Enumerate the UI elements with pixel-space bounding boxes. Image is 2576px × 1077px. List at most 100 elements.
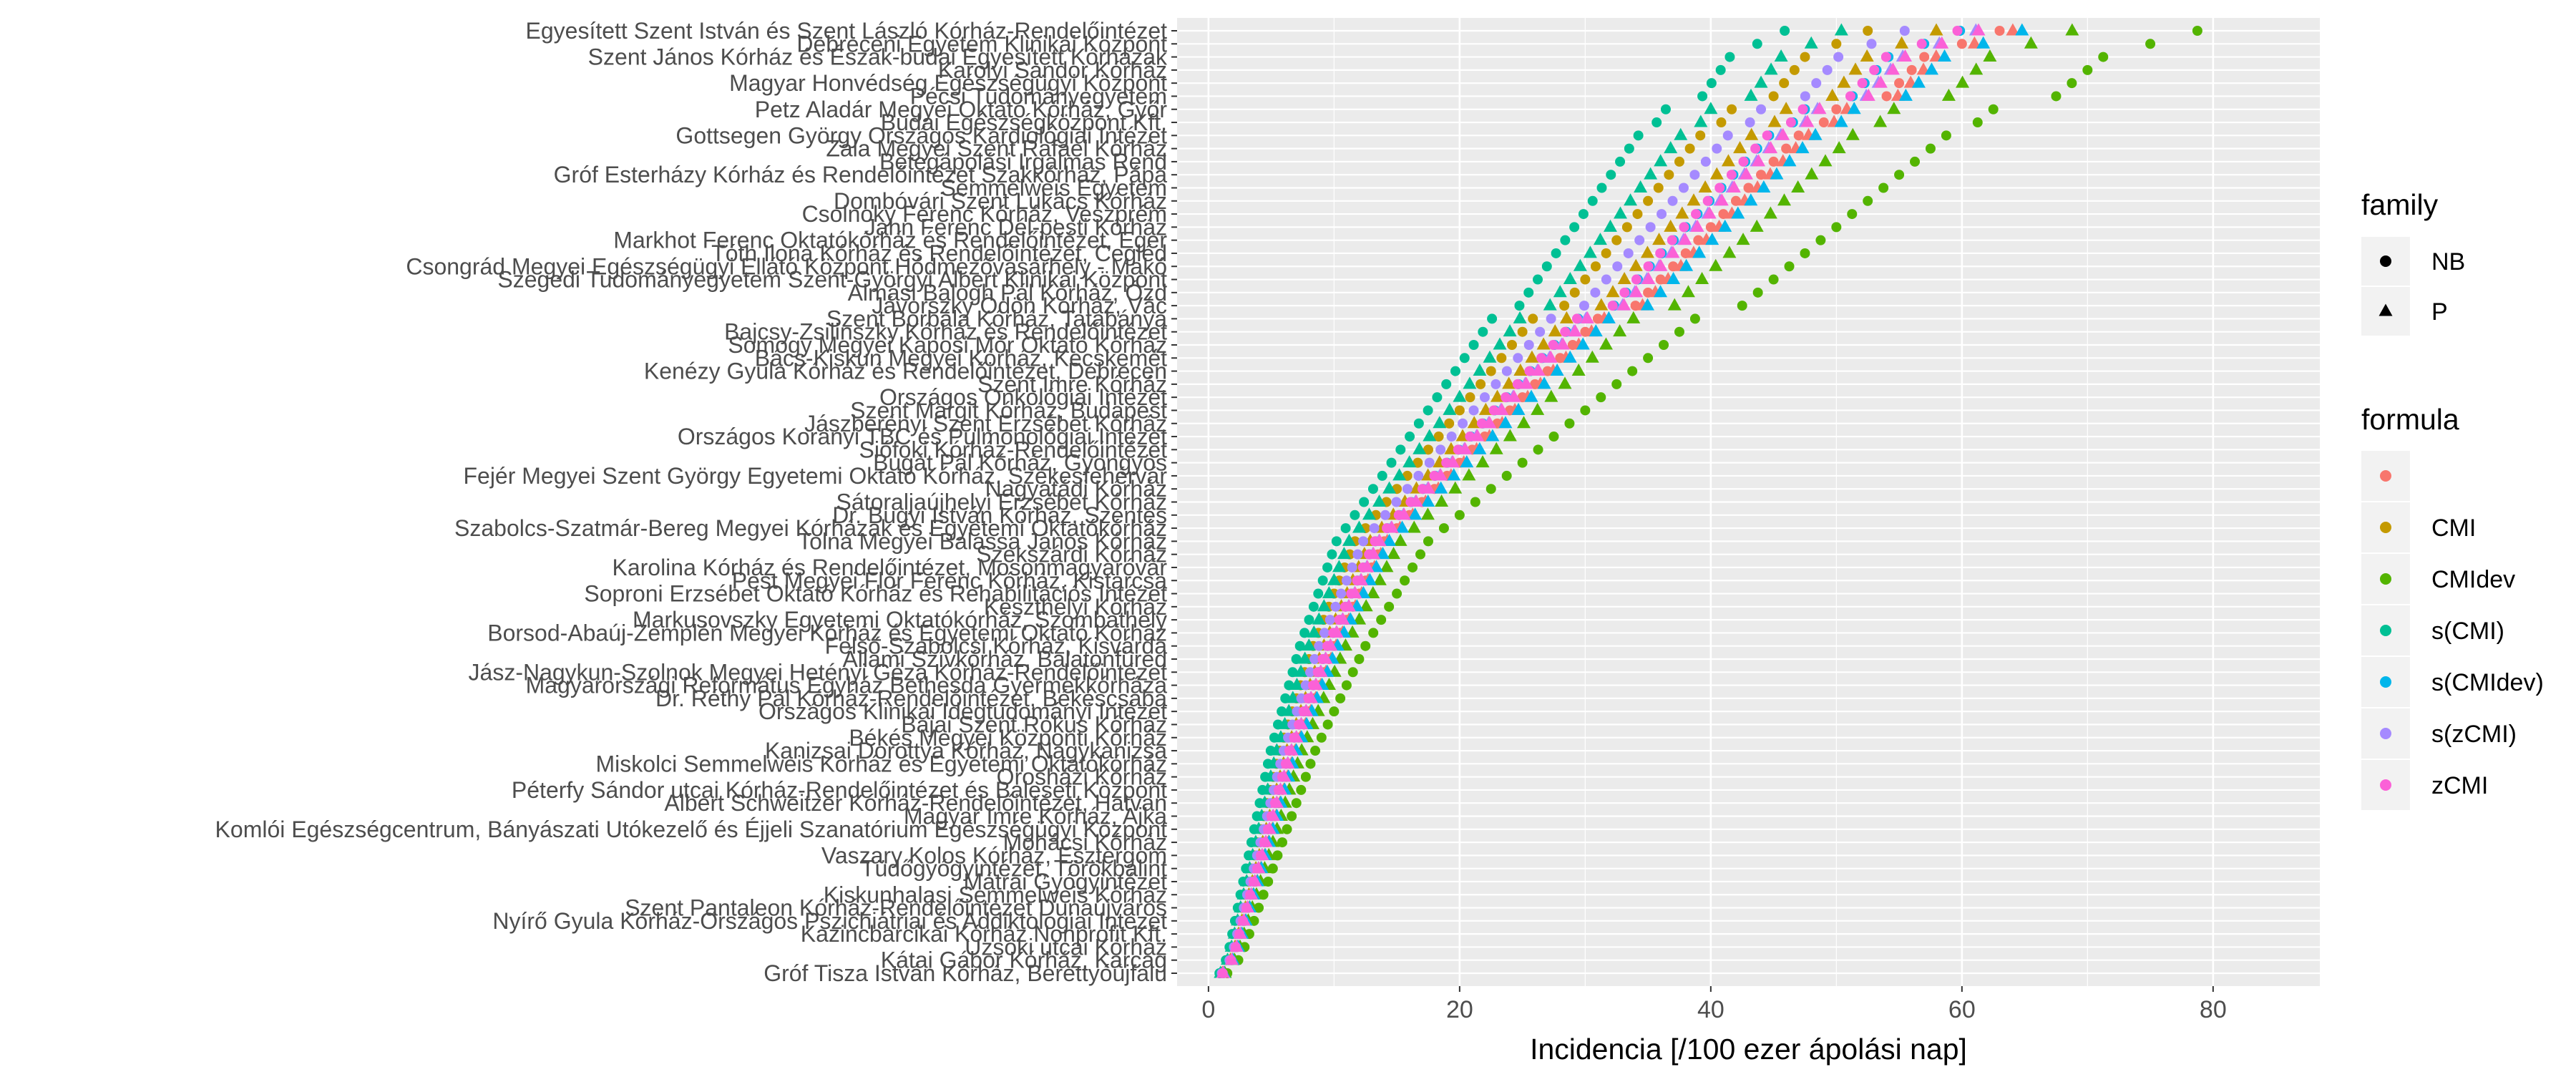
y-tick-label: Nagyatádi Kórház [985,476,1167,502]
data-point-p [1654,154,1668,167]
data-point-p [1332,560,1346,572]
data-point-nb [1413,457,1423,468]
data-point-p [1860,49,1874,62]
data-point-nb [1564,418,1575,429]
data-point-nb [1513,353,1523,364]
data-point-nb [1752,287,1763,298]
data-point-nb [1797,104,1808,114]
data-point-p [1233,926,1247,939]
data-point-p [1446,455,1460,468]
data-point-nb [2082,64,2093,75]
data-point-p [1473,442,1487,454]
data-point-nb [1407,562,1418,572]
data-point-p [1380,560,1394,572]
data-point-p [1777,193,1792,206]
data-point-nb [1458,418,1468,429]
data-point-nb [1310,746,1321,756]
data-point-p [1714,193,1729,206]
data-point-p [1489,442,1503,454]
data-point-p [1709,167,1724,180]
data-point-nb [1743,182,1754,193]
data-point-p [1779,102,1793,114]
data-point-nb [1621,222,1632,233]
data-point-p [1795,141,1810,154]
data-point-nb [1524,366,1535,376]
data-point-nb [1380,510,1390,520]
data-point-p [1531,402,1545,415]
data-point-nb [1752,39,1762,49]
data-point-p [1385,520,1399,533]
y-tick-label: Szent Pantaleon Kórház-Rendelőintézet Du… [625,895,1167,921]
data-point-p [1463,376,1477,389]
y-tick-label: Bugát Pál Kórház, Gyöngyös [873,450,1167,476]
data-point-nb [1548,340,1558,350]
data-point-nb [1341,680,1352,691]
data-point-p [1327,572,1341,585]
data-point-p [1861,88,1875,101]
data-point-p [1462,468,1476,481]
data-point-nb [1667,195,1678,206]
legend-title-formula: formula [2361,403,2459,436]
data-point-nb [1294,640,1305,651]
data-point-nb [1910,156,1921,167]
data-point-p [1360,560,1375,572]
data-point-nb [1308,601,1319,612]
data-point-nb [1475,379,1486,389]
y-tick-label: Kazincbarcikai Kórház Nonprofit Kft. [801,921,1167,947]
data-point-nb [1822,64,1833,75]
y-tick-label: Nyírő Gyula Kórház-Országos Pszichiátria… [492,908,1167,934]
legend-label-formula: s(CMI) [2431,618,2504,645]
data-point-p [1491,389,1505,402]
data-point-p [1644,167,1658,180]
data-point-p [1885,62,1900,75]
data-point-nb [1601,274,1611,285]
data-point-nb [1601,248,1611,258]
data-point-p [1873,114,1888,127]
y-tick-label: Budai Egészségközpont Kft. [881,109,1167,135]
data-point-nb [2098,52,2109,62]
y-tick-label: Karolina Kórház és Rendelőintézet, Moson… [612,555,1167,580]
data-point-nb [1569,287,1580,298]
data-point-nb [1512,379,1523,389]
data-point-p [1433,468,1448,481]
data-point-nb [1319,628,1330,638]
data-point-p [1664,141,1678,154]
data-point-nb [1899,26,1910,36]
data-point-p [1224,952,1239,965]
data-point-nb [1536,353,1547,364]
data-point-nb [1756,170,1767,180]
data-point-p [1317,599,1331,612]
data-point-p [1675,206,1689,219]
data-point-nb [1952,26,1963,36]
data-point-p [1262,822,1277,834]
data-point-p [1324,638,1338,651]
data-point-nb [1906,64,1917,75]
data-point-nb [1627,366,1638,376]
data-point-nb [1726,170,1737,180]
data-point-p [1805,167,1819,180]
data-point-p [2015,23,2029,36]
data-point-nb [1423,536,1433,547]
data-point-nb [1679,222,1689,233]
data-point-p [1397,507,1411,520]
y-tick-label: Mohácsi Kórház [1003,829,1167,855]
data-point-p [1286,691,1300,703]
data-point-p [1767,114,1782,127]
data-point-nb [1517,457,1528,468]
y-tick-label: Somogy Megyei Kaposi Mór Oktató Kórház [728,332,1167,358]
data-point-nb [1478,326,1488,337]
data-point-p [1393,533,1407,546]
data-point-p [1366,547,1380,560]
data-point-nb [1695,130,1706,141]
data-point-p [1695,272,1709,285]
data-point-p [1847,102,1861,114]
data-point-nb [1423,405,1433,416]
y-tick-label: Csolnoky Ferenc Kórház, Veszprém [802,201,1167,227]
data-point-p [1266,808,1280,821]
data-point-nb [1730,195,1741,206]
data-point-nb [1988,104,1999,114]
data-point-p [1956,75,1970,88]
data-point-nb [1768,91,1779,102]
y-tick-label: Karolyi Sandor Kórház [938,57,1167,83]
